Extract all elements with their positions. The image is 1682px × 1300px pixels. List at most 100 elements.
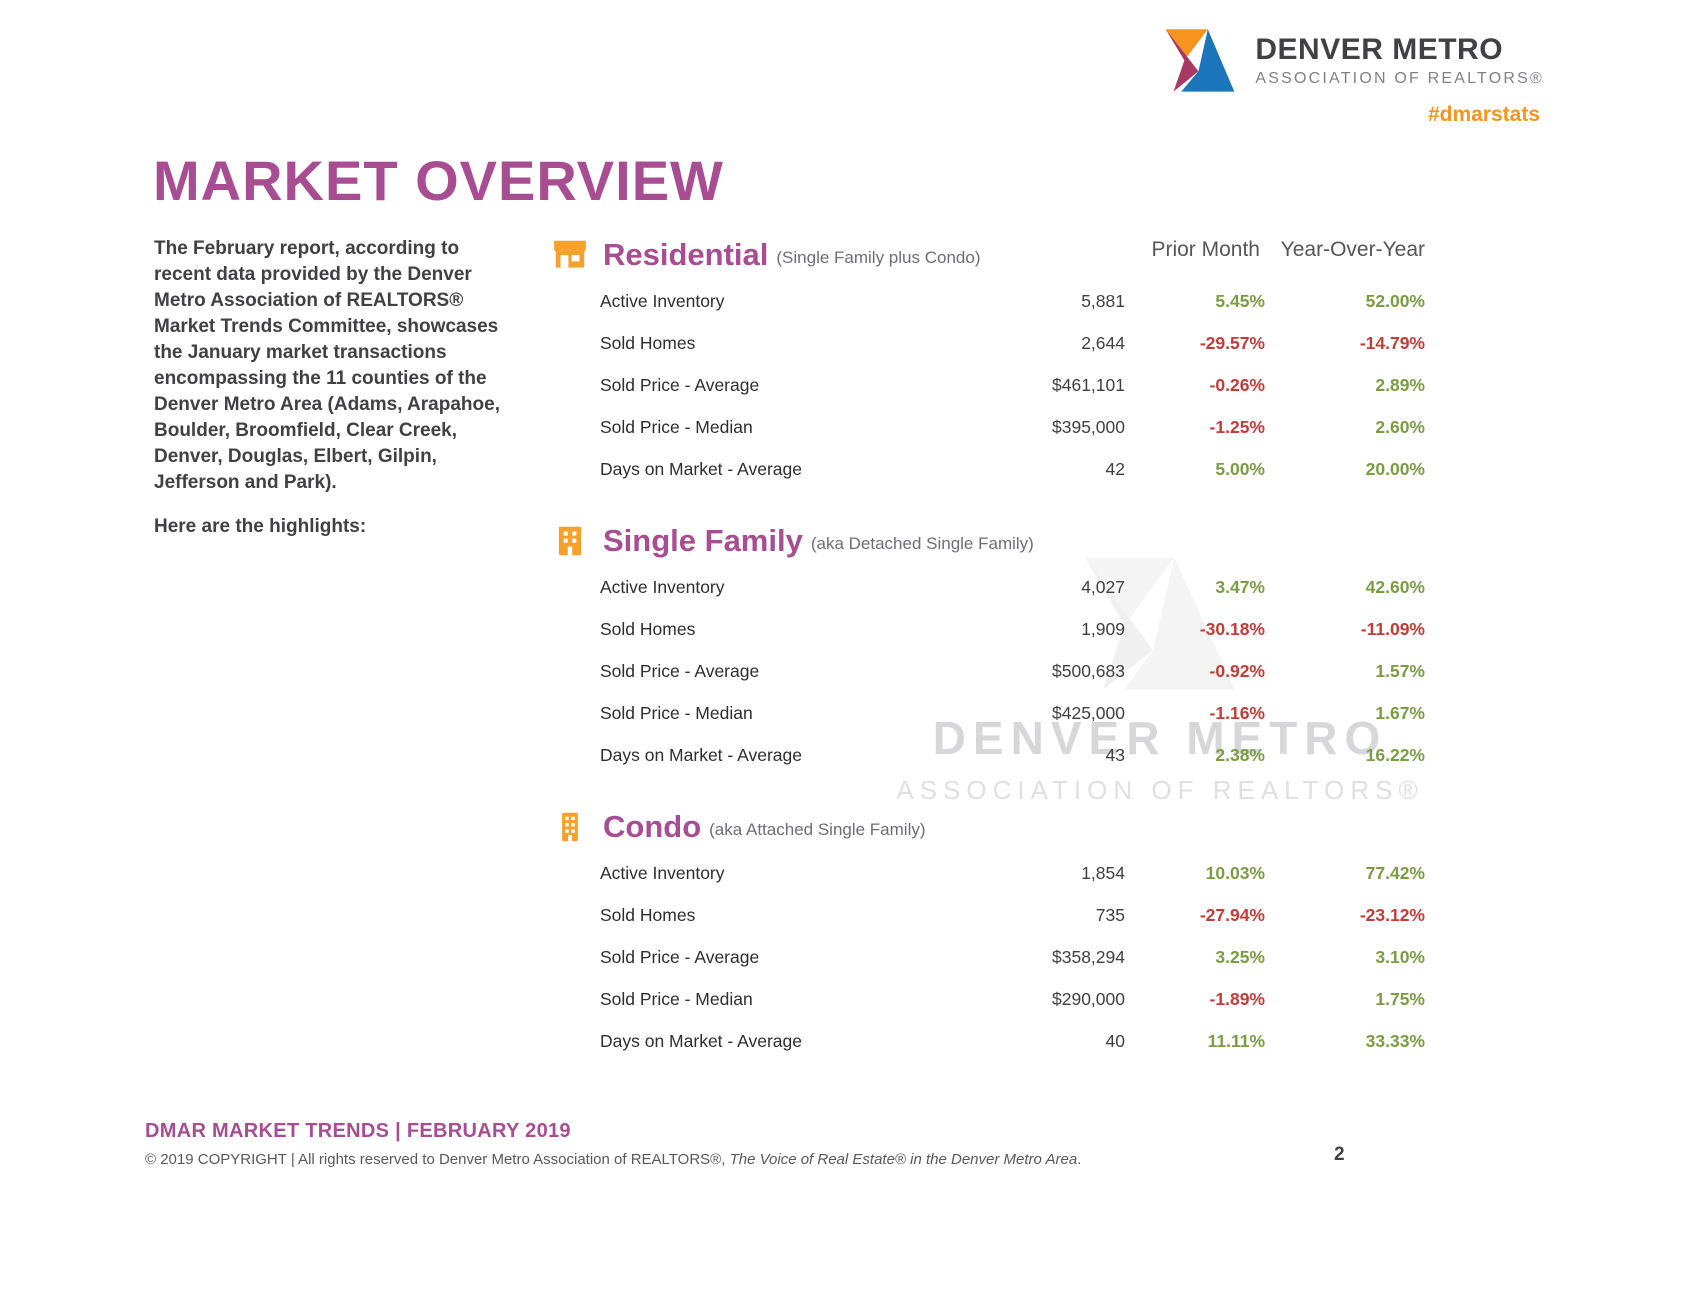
metric-label: Days on Market - Average xyxy=(600,1030,802,1051)
metric-value: $395,000 xyxy=(1052,416,1125,437)
metric-year-over-year: -11.09% xyxy=(1360,618,1425,639)
section-header: Condo (aka Attached Single Family) xyxy=(550,802,1430,852)
dmar-logo-icon xyxy=(1166,29,1235,92)
table-row: Sold Price - Median $425,000 -1.16% 1.67… xyxy=(600,692,1430,734)
page-title: MARKET OVERVIEW xyxy=(153,149,724,212)
table-row: Active Inventory 5,881 5.45% 52.00% xyxy=(600,280,1430,322)
metric-value: $461,101 xyxy=(1052,374,1125,395)
metric-label: Days on Market - Average xyxy=(600,458,802,479)
section-header: Single Family (aka Detached Single Famil… xyxy=(550,516,1430,566)
metric-label: Sold Price - Median xyxy=(600,988,753,1009)
metric-prior-month: -0.26% xyxy=(1209,374,1265,395)
metric-value: $290,000 xyxy=(1052,988,1125,1009)
metric-value: $425,000 xyxy=(1052,702,1125,723)
condo-icon xyxy=(562,812,578,842)
table-row: Active Inventory 1,854 10.03% 77.42% xyxy=(600,852,1430,894)
metric-value: 40 xyxy=(1105,1030,1125,1051)
metric-value: 42 xyxy=(1105,458,1125,479)
brand-tagline: ASSOCIATION OF REALTORS® xyxy=(1255,69,1544,87)
metric-year-over-year: 1.57% xyxy=(1375,660,1425,681)
section-rows: Active Inventory 1,854 10.03% 77.42% Sol… xyxy=(600,852,1430,1062)
metric-year-over-year: -23.12% xyxy=(1359,904,1425,925)
metric-prior-month: 5.45% xyxy=(1215,290,1265,311)
metric-prior-month: -1.89% xyxy=(1209,988,1265,1009)
metric-label: Sold Homes xyxy=(600,332,696,353)
metric-label: Sold Homes xyxy=(600,904,696,925)
metric-label: Sold Price - Average xyxy=(600,946,760,967)
metric-prior-month: -27.94% xyxy=(1199,904,1265,925)
building-icon xyxy=(558,526,582,556)
metric-value: 1,854 xyxy=(1081,862,1125,883)
metric-year-over-year: 77.42% xyxy=(1365,862,1425,883)
brand-text: DENVER METRO ASSOCIATION OF REALTORS® xyxy=(1255,33,1544,88)
metric-label: Active Inventory xyxy=(600,576,725,597)
metric-value: $358,294 xyxy=(1052,946,1125,967)
section-title: Residential xyxy=(603,237,769,272)
metric-prior-month: -1.16% xyxy=(1209,702,1265,723)
metric-value: 735 xyxy=(1095,904,1125,925)
section-condo: Condo (aka Attached Single Family) Activ… xyxy=(550,802,1430,1062)
column-headers: Prior Month Year-Over-Year xyxy=(1100,238,1425,262)
section-subtitle: (Single Family plus Condo) xyxy=(776,248,981,267)
metric-prior-month: 5.00% xyxy=(1215,458,1265,479)
metric-label: Sold Homes xyxy=(600,618,696,639)
copyright-period: . xyxy=(1077,1151,1082,1168)
table-row: Days on Market - Average 43 2.38% 16.22% xyxy=(600,734,1430,776)
table-row: Days on Market - Average 42 5.00% 20.00% xyxy=(600,448,1430,490)
metric-prior-month: 2.38% xyxy=(1215,744,1265,765)
highlights-label: Here are the highlights: xyxy=(154,516,367,538)
metric-prior-month: 3.25% xyxy=(1215,946,1265,967)
metric-label: Days on Market - Average xyxy=(600,744,802,765)
brand-header: DENVER METRO ASSOCIATION OF REALTORS® xyxy=(1161,22,1544,98)
storefront-icon xyxy=(554,240,586,268)
table-row: Active Inventory 4,027 3.47% 42.60% xyxy=(600,566,1430,608)
metric-year-over-year: 33.33% xyxy=(1365,1030,1425,1051)
metric-year-over-year: 20.00% xyxy=(1365,458,1425,479)
metric-year-over-year: 16.22% xyxy=(1365,744,1425,765)
copyright-text: © 2019 COPYRIGHT | All rights reserved t… xyxy=(145,1151,730,1168)
metric-value: 4,027 xyxy=(1081,576,1125,597)
section-title: Condo xyxy=(603,809,702,844)
intro-paragraph: The February report, according to recent… xyxy=(154,238,500,494)
section-single-family: Single Family (aka Detached Single Famil… xyxy=(550,516,1430,776)
metric-label: Active Inventory xyxy=(600,862,725,883)
metric-label: Active Inventory xyxy=(600,290,725,311)
section-residential: Residential (Single Family plus Condo) P… xyxy=(550,230,1430,490)
table-row: Sold Price - Median $290,000 -1.89% 1.75… xyxy=(600,978,1430,1020)
section-rows: Active Inventory 5,881 5.45% 52.00% Sold… xyxy=(600,280,1430,490)
section-subtitle: (aka Attached Single Family) xyxy=(709,820,926,839)
table-row: Days on Market - Average 40 11.11% 33.33… xyxy=(600,1020,1430,1062)
section-rows: Active Inventory 4,027 3.47% 42.60% Sold… xyxy=(600,566,1430,776)
table-row: Sold Price - Average $358,294 3.25% 3.10… xyxy=(600,936,1430,978)
metric-label: Sold Price - Median xyxy=(600,416,753,437)
table-row: Sold Homes 735 -27.94% -23.12% xyxy=(600,894,1430,936)
table-row: Sold Homes 1,909 -30.18% -11.09% xyxy=(600,608,1430,650)
metric-label: Sold Price - Median xyxy=(600,702,753,723)
metric-value: 2,644 xyxy=(1081,332,1125,353)
metric-year-over-year: 1.67% xyxy=(1375,702,1425,723)
metric-prior-month: 3.47% xyxy=(1215,576,1265,597)
section-header: Residential (Single Family plus Condo) P… xyxy=(550,230,1430,280)
metric-year-over-year: -14.79% xyxy=(1359,332,1425,353)
copyright-line: © 2019 COPYRIGHT | All rights reserved t… xyxy=(145,1151,1081,1168)
metric-prior-month: 10.03% xyxy=(1205,862,1265,883)
table-row: Sold Price - Average $461,101 -0.26% 2.8… xyxy=(600,364,1430,406)
metric-year-over-year: 3.10% xyxy=(1375,946,1425,967)
metric-year-over-year: 2.60% xyxy=(1375,416,1425,437)
table-row: Sold Homes 2,644 -29.57% -14.79% xyxy=(600,322,1430,364)
metric-value: 5,881 xyxy=(1081,290,1125,311)
metric-prior-month: -0.92% xyxy=(1209,660,1265,681)
metric-year-over-year: 1.75% xyxy=(1375,988,1425,1009)
metric-year-over-year: 52.00% xyxy=(1365,290,1425,311)
column-header-year-over-year: Year-Over-Year xyxy=(1280,238,1425,261)
footer: DMAR MARKET TRENDS | FEBRUARY 2019 © 201… xyxy=(145,1120,1081,1168)
metric-year-over-year: 42.60% xyxy=(1365,576,1425,597)
metric-year-over-year: 2.89% xyxy=(1375,374,1425,395)
metric-prior-month: -30.18% xyxy=(1199,618,1265,639)
metric-value: 43 xyxy=(1105,744,1125,765)
intro-text: The February report, according to recent… xyxy=(154,236,512,540)
brand-name: DENVER METRO xyxy=(1255,32,1504,66)
section-title: Single Family xyxy=(603,523,803,558)
metric-label: Sold Price - Average xyxy=(600,660,760,681)
